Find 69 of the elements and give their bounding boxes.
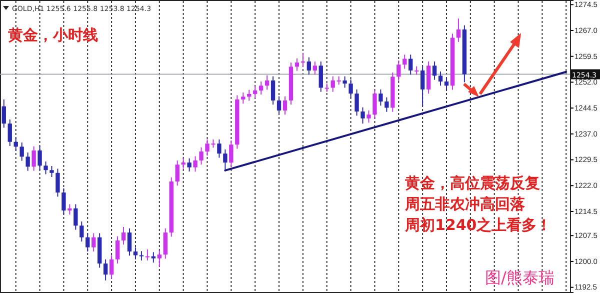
candlestick [312,61,317,76]
candlestick [384,96,389,112]
candlestick [115,236,120,264]
annotation: 周五非农冲高回落 [404,195,526,213]
candlestick [258,81,264,96]
candlestick [456,18,461,42]
candlestick [109,254,114,280]
candlestick [26,152,30,172]
candlestick [270,76,276,106]
candlestick [324,83,329,92]
annotation: 周初1240之上看多！ [404,216,552,234]
candlestick [181,158,186,170]
annotation: 黄金，小时线 [7,26,98,44]
annotation: 黄金，高位震荡反复 [404,174,540,192]
candlestick [253,86,258,99]
candlestick [420,66,425,107]
candlestick [163,228,168,260]
candlestick [86,232,90,252]
candlestick [372,88,377,120]
candlestick [121,226,126,246]
candlestick [8,118,12,146]
candlestick [342,76,347,88]
candlestick [74,204,78,230]
candlestick [402,54,407,70]
candlestick [223,148,228,171]
candlestick [378,88,383,106]
candlestick [193,156,198,172]
candlestick [127,228,132,256]
candlestick [68,204,72,216]
candlestick [32,146,36,172]
candlestick [145,248,150,261]
candlestick [396,60,401,82]
candlestick [294,58,300,72]
candlestick [2,98,6,128]
candlestick [444,76,449,90]
candlestick [306,56,312,76]
candlestick [80,220,84,242]
candlestick [438,71,443,86]
candlestick [50,165,54,178]
candlestick [157,250,162,268]
candlestick [282,96,288,116]
candlestick [199,146,204,166]
candlestick [175,160,180,186]
candlestick [241,92,246,104]
candlestick [300,52,306,68]
candlestick [276,96,282,116]
candlestick [360,106,365,124]
candlestick [318,61,323,92]
candlestick [151,252,156,264]
candlestick [187,158,192,172]
candlestick [92,232,96,252]
candlestick [432,61,437,80]
candlestick [348,78,353,98]
candlestick [366,110,371,124]
candlestick [44,160,48,175]
candlestick [229,140,234,168]
annotation: 图/熊泰瑞 [485,268,554,287]
candlestick [103,258,108,281]
candlestick [217,138,222,158]
candlestick [62,188,66,216]
candlestick [408,54,413,76]
candlestick [139,250,144,261]
candlestick [38,146,42,170]
candlestick [56,168,60,198]
candlestick [264,74,270,90]
candlestick [426,61,431,94]
candlestick [133,246,138,260]
candlestick [354,88,359,116]
candlestick [20,142,24,162]
